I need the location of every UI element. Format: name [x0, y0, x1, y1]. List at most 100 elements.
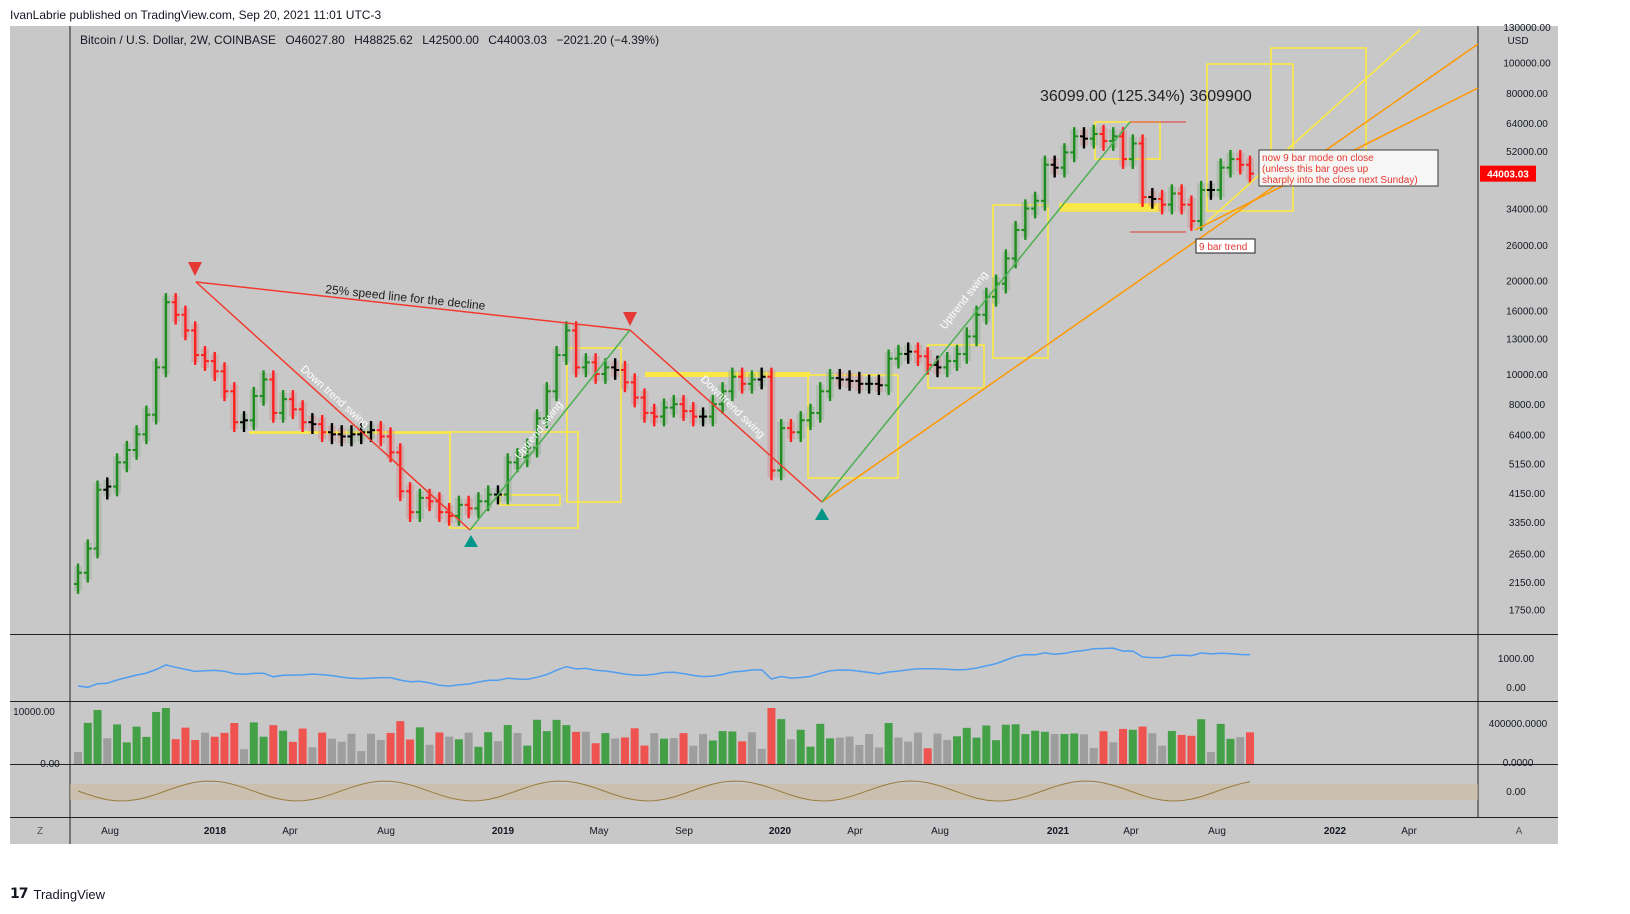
- volume-bar: [855, 744, 864, 764]
- time-tick-label: Aug: [1208, 826, 1226, 837]
- time-tick-label: Aug: [101, 826, 119, 837]
- price-bar: [1148, 187, 1157, 209]
- price-bar: [874, 374, 883, 396]
- volume-bar: [1079, 734, 1088, 764]
- price-bar: [1060, 143, 1069, 178]
- price-bar: [1177, 184, 1186, 215]
- price-bar: [953, 344, 961, 371]
- volume-bar: [181, 727, 190, 764]
- volume-bar: [1021, 734, 1030, 764]
- volume-bar: [884, 723, 893, 764]
- volume-bar: [660, 738, 668, 764]
- volume-bar: [200, 732, 209, 764]
- volume-bar: [1236, 737, 1245, 764]
- time-tick-label: Sep: [675, 826, 693, 837]
- volume-bar: [1040, 731, 1049, 764]
- price-bar: [660, 398, 668, 427]
- volume-bar: [376, 740, 385, 764]
- uptrend-swing-line: [469, 329, 631, 531]
- price-bar: [337, 425, 346, 447]
- price-bar: [230, 382, 239, 433]
- volume-bar: [796, 729, 805, 764]
- price-bar: [376, 421, 385, 447]
- price-bar: [181, 305, 190, 341]
- time-tick-label: 2021: [1047, 826, 1070, 837]
- time-tick-label: Apr: [282, 826, 298, 837]
- price-bar: [103, 477, 112, 500]
- time-tick-label: Apr: [1123, 826, 1139, 837]
- volume-bar: [435, 732, 444, 764]
- price-tick-label: 26000.00: [1506, 241, 1548, 252]
- ohlc-change: −2021.20 (−4.39%): [556, 33, 659, 47]
- price-tick-label: 5150.00: [1509, 460, 1546, 471]
- volume-bar: [689, 745, 698, 764]
- volume-bar: [161, 708, 170, 764]
- price-bar: [249, 386, 258, 431]
- price-bar: [728, 367, 737, 402]
- pane4-band: [70, 784, 1478, 800]
- volume-right-tick: 0.0000: [1503, 758, 1534, 769]
- volume-bar: [679, 733, 688, 764]
- volume-bar: [1246, 732, 1254, 764]
- price-bar: [152, 358, 161, 425]
- price-bar: [83, 539, 92, 583]
- price-bar: [279, 390, 288, 423]
- price-bar: [913, 342, 922, 367]
- price-bar: [679, 395, 688, 421]
- horizontal-zone: [1060, 204, 1160, 210]
- projection-box: [807, 374, 899, 479]
- volume-bar: [943, 739, 952, 764]
- volume-bar: [1070, 733, 1079, 764]
- price-bar: [503, 453, 512, 505]
- time-tick-label: 2020: [769, 826, 792, 837]
- volume-bar: [406, 739, 415, 764]
- volume-bar: [865, 734, 874, 764]
- volume-bar: [220, 732, 229, 764]
- volume-left-tick: 10000.00: [13, 707, 55, 718]
- price-bar: [1089, 124, 1098, 149]
- volume-bar: [1011, 724, 1020, 764]
- currency-label: USD: [1507, 36, 1528, 47]
- volume-bar: [835, 737, 844, 764]
- price-bar: [74, 563, 82, 594]
- price-bar: [1021, 199, 1030, 240]
- note-line: sharply into the close next Sunday): [1262, 175, 1418, 186]
- volume-bar: [581, 731, 590, 764]
- price-tick-label: 20000.00: [1506, 276, 1548, 287]
- price-bar: [367, 421, 375, 443]
- axis-corner-left: Z: [37, 826, 43, 837]
- price-bar: [806, 403, 815, 431]
- price-bar: [865, 374, 874, 394]
- volume-bar: [728, 731, 737, 764]
- price-bar: [1079, 127, 1088, 149]
- tradingview-footer[interactable]: 17 TradingView: [10, 886, 105, 902]
- volume-bar: [982, 725, 991, 764]
- price-bar: [767, 367, 776, 481]
- volume-bar: [1138, 726, 1147, 764]
- volume-bar: [992, 740, 1001, 764]
- price-bar: [826, 368, 835, 402]
- volume-bar: [269, 725, 278, 764]
- price-tick-label: 34000.00: [1506, 205, 1548, 216]
- volume-left-tick: 0.00: [40, 759, 60, 770]
- price-bar: [816, 382, 825, 423]
- volume-bar: [913, 732, 922, 764]
- volume-bar: [953, 736, 961, 764]
- price-bar: [240, 411, 249, 433]
- time-axis-bg: [10, 818, 1558, 844]
- price-bar: [904, 342, 913, 364]
- price-tick-label: 64000.00: [1506, 119, 1548, 130]
- volume-bar: [777, 719, 786, 764]
- price-bar: [1226, 149, 1235, 178]
- horizontal-zone: [645, 372, 810, 377]
- projection-box: [249, 431, 451, 434]
- price-chart[interactable]: Bitcoin / U.S. Dollar, 2W, COINBASE O460…: [0, 0, 1630, 880]
- volume-bar: [1050, 733, 1059, 764]
- volume-bar: [367, 733, 375, 764]
- volume-bar: [337, 741, 346, 764]
- volume-bar: [1060, 733, 1069, 764]
- volume-bar: [962, 727, 971, 764]
- price-bar: [288, 390, 297, 420]
- price-bar: [786, 419, 795, 443]
- volume-bar: [122, 742, 131, 764]
